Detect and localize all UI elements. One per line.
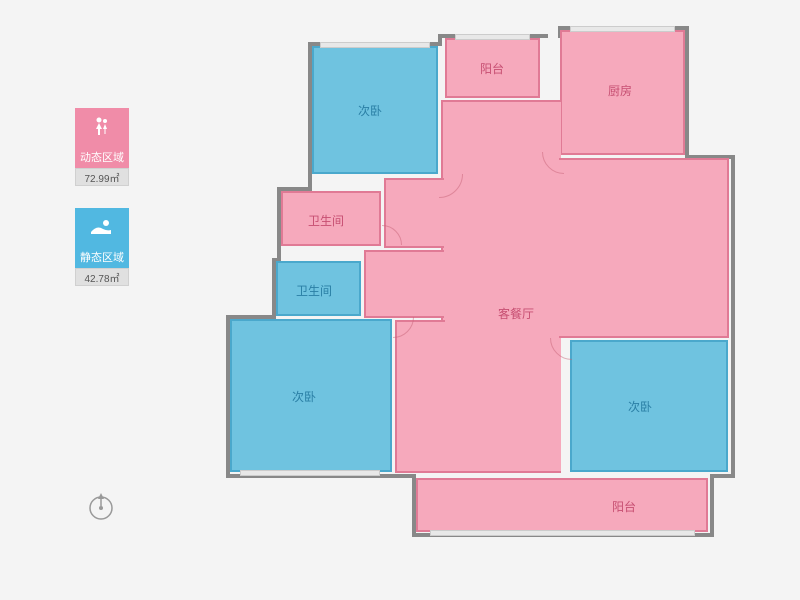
- label-bedroom-top: 次卧: [358, 102, 382, 119]
- legend-dynamic-label: 动态区域: [75, 146, 129, 168]
- label-bedroom-right: 次卧: [628, 398, 652, 415]
- wall: [731, 155, 735, 477]
- floorplan: 阳台 厨房 次卧 客餐厅 卫生间 卫生间 次卧 次卧 阳台: [220, 30, 760, 570]
- window: [570, 26, 675, 32]
- window: [240, 470, 380, 476]
- legend-panel: 动态区域 72.99㎡ 静态区域 42.78㎡: [75, 108, 135, 308]
- legend-static-value: 42.78㎡: [75, 268, 129, 286]
- room-living-ext2: [364, 250, 444, 318]
- wall: [710, 474, 714, 536]
- window: [455, 34, 530, 40]
- label-kitchen: 厨房: [608, 82, 632, 99]
- label-living: 客餐厅: [498, 305, 534, 322]
- label-balcony-bottom: 阳台: [612, 498, 636, 515]
- label-balcony-top: 阳台: [480, 60, 504, 77]
- legend-dynamic-value: 72.99㎡: [75, 168, 129, 186]
- room-balcony-bottom: [416, 478, 708, 532]
- legend-static-label: 静态区域: [75, 246, 129, 268]
- static-zone-icon: [75, 208, 129, 246]
- dynamic-zone-icon: [75, 108, 129, 146]
- compass-icon: [85, 490, 117, 522]
- label-bathroom-top: 卫生间: [308, 212, 344, 229]
- label-bathroom-mid: 卫生间: [296, 282, 332, 299]
- legend-static: 静态区域 42.78㎡: [75, 208, 135, 286]
- room-living-ext3: [395, 320, 445, 473]
- wall: [685, 26, 689, 158]
- room-living-right: [559, 158, 729, 338]
- window: [430, 530, 695, 536]
- legend-dynamic: 动态区域 72.99㎡: [75, 108, 135, 186]
- label-bedroom-left: 次卧: [292, 388, 316, 405]
- wall: [308, 175, 312, 191]
- window: [320, 42, 430, 48]
